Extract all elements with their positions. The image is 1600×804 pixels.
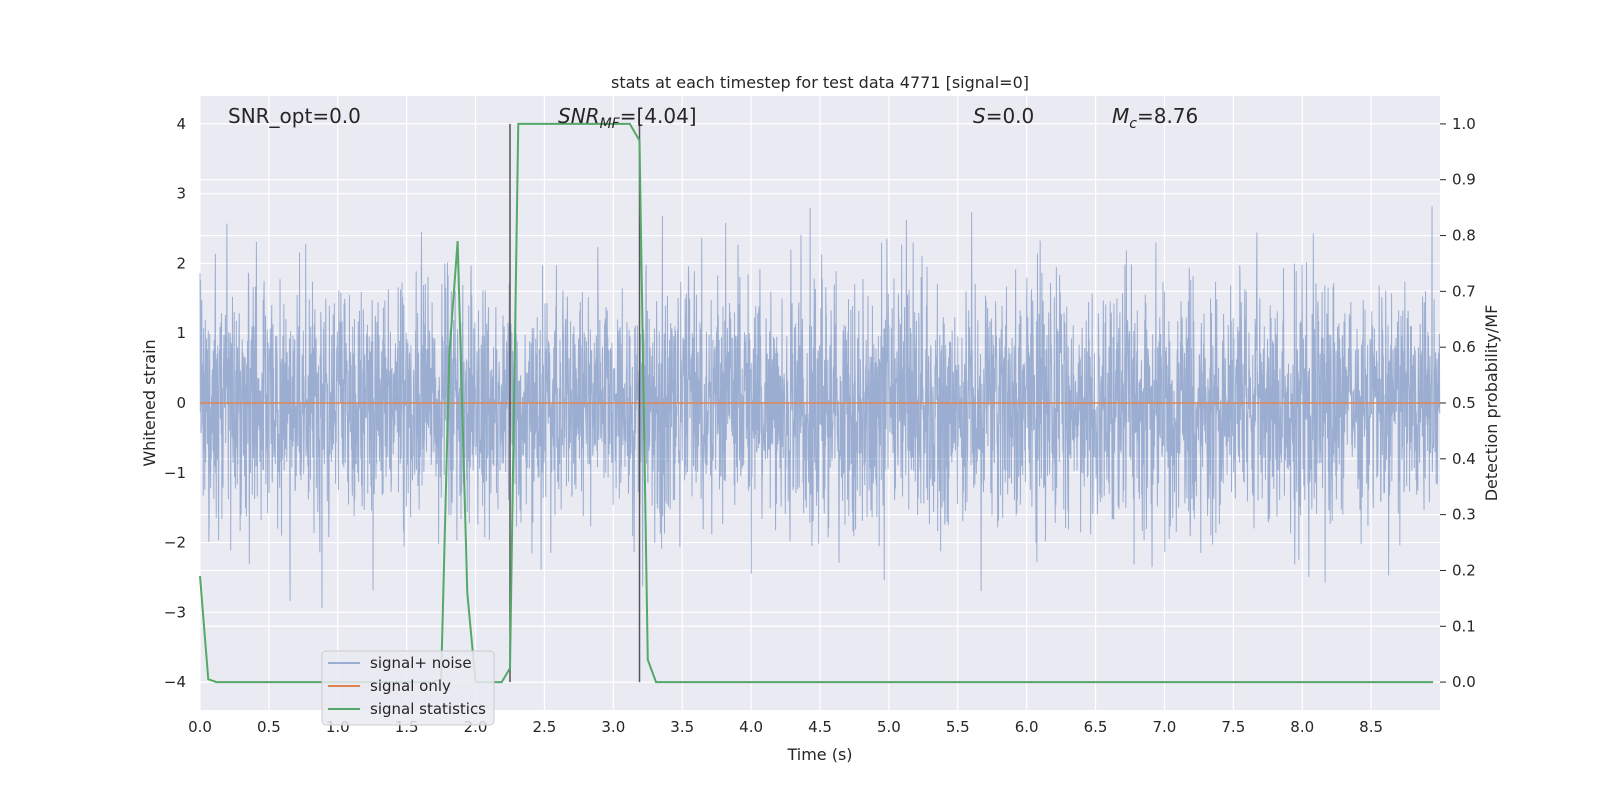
x-tick-label: 5.0 xyxy=(877,718,901,736)
legend-label-signal-noise: signal+ noise xyxy=(370,654,472,672)
y-right-tick-label: 0.3 xyxy=(1452,506,1476,524)
tick-labels: 0.0 0.5 1.0 1.5 2.0 2.5 3.0 3.5 4.0 4.5 5.0 5.5 6.0 6… xyxy=(164,115,1476,736)
legend-label-signal-only: signal only xyxy=(370,677,451,695)
y-right-tick-label: 0.5 xyxy=(1452,394,1476,412)
annotation-mc-sub: c xyxy=(1129,116,1137,132)
y-right-tick-label: 0.1 xyxy=(1452,617,1476,635)
annotation-snr-mf-main: SNR xyxy=(558,104,600,128)
y-axis-left-label: Whitened strain xyxy=(140,339,159,466)
x-tick-label: 3.0 xyxy=(601,718,625,736)
x-tick-label: 4.0 xyxy=(739,718,763,736)
y-right-tick-label: 0.0 xyxy=(1452,673,1476,691)
annotation-snr-mf-value: =[4.04] xyxy=(620,104,697,128)
vertical-markers xyxy=(509,123,641,683)
annotation-mc-value: =8.76 xyxy=(1137,104,1198,128)
y-axis-right-label: Detection probability/MF xyxy=(1482,305,1501,502)
x-tick-label: 7.0 xyxy=(1153,718,1177,736)
x-axis-label: Time (s) xyxy=(786,745,852,764)
legend-box xyxy=(321,650,495,726)
x-tick-label: 8.5 xyxy=(1359,718,1383,736)
y-left-tick-label: 3 xyxy=(176,185,186,203)
annotation-snr-opt: SNR_opt=0.0 xyxy=(228,104,361,128)
annotation-snr-mf-sub: MF xyxy=(600,116,621,132)
x-tick-label: 6.0 xyxy=(1015,718,1039,736)
annotation-s-value: =0.0 xyxy=(986,104,1035,128)
y-left-tick-label: −3 xyxy=(164,603,186,621)
y-right-tick-label: 0.8 xyxy=(1452,227,1476,245)
annotation-mc: Mc=8.76 xyxy=(1112,104,1198,132)
y-right-tick-label: 0.9 xyxy=(1452,171,1476,189)
y-left-tick-label: 0 xyxy=(176,394,186,412)
y-left-tick-label: 4 xyxy=(176,115,186,133)
signal-statistics-line xyxy=(199,122,1434,684)
x-tick-label: 0.0 xyxy=(188,718,212,736)
x-tick-label: 3.5 xyxy=(670,718,694,736)
annotation-snr-mf: SNRMF=[4.04] xyxy=(558,104,697,132)
x-tick-label: 6.5 xyxy=(1084,718,1108,736)
y-right-tick-label: 0.4 xyxy=(1452,450,1476,468)
x-tick-label: 2.5 xyxy=(533,718,557,736)
x-tick-label: 4.5 xyxy=(808,718,832,736)
series-signal-statistics xyxy=(199,122,1434,684)
y-right-tick-label: 0.2 xyxy=(1452,561,1476,579)
series-signal-noise xyxy=(199,206,1441,608)
y-left-tick-label: 2 xyxy=(176,254,186,272)
signal-noise-line xyxy=(199,206,1441,608)
annotation-s-main: S xyxy=(973,104,986,128)
y-right-tick-label: 0.6 xyxy=(1452,338,1476,356)
x-tick-label: 7.5 xyxy=(1221,718,1245,736)
y-left-tick-label: −2 xyxy=(164,534,186,552)
annotation-mc-main: M xyxy=(1112,104,1129,128)
x-tick-label: 5.5 xyxy=(946,718,970,736)
x-tick-label: 8.0 xyxy=(1290,718,1314,736)
annotation-s: S=0.0 xyxy=(973,104,1034,128)
y-right-tick-label: 0.7 xyxy=(1452,282,1476,300)
chart-title: stats at each timestep for test data 477… xyxy=(611,73,1029,92)
y-left-tick-label: −4 xyxy=(164,673,186,691)
y-right-tick-label: 1.0 xyxy=(1452,115,1476,133)
y-left-tick-label: −1 xyxy=(164,464,186,482)
y-left-tick-label: 1 xyxy=(176,324,186,342)
x-tick-label: 0.5 xyxy=(257,718,281,736)
legend-label-signal-statistics: signal statistics xyxy=(370,700,486,718)
legend: signal+ noise signal only signal statist… xyxy=(321,650,495,726)
